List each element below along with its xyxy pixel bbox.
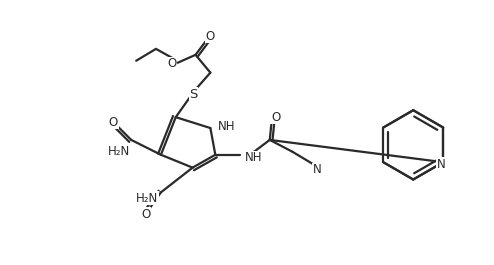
Text: O: O (206, 29, 215, 42)
Text: O: O (271, 111, 280, 124)
Text: O: O (167, 57, 176, 70)
Text: N: N (437, 158, 446, 171)
Text: O: O (141, 208, 151, 221)
Text: NH: NH (245, 151, 262, 164)
Text: H₂N: H₂N (136, 192, 158, 205)
Text: S: S (189, 88, 198, 101)
Text: O: O (109, 116, 118, 129)
Text: N: N (313, 163, 322, 176)
Text: H₂N: H₂N (108, 145, 130, 158)
Text: NH: NH (218, 120, 236, 132)
